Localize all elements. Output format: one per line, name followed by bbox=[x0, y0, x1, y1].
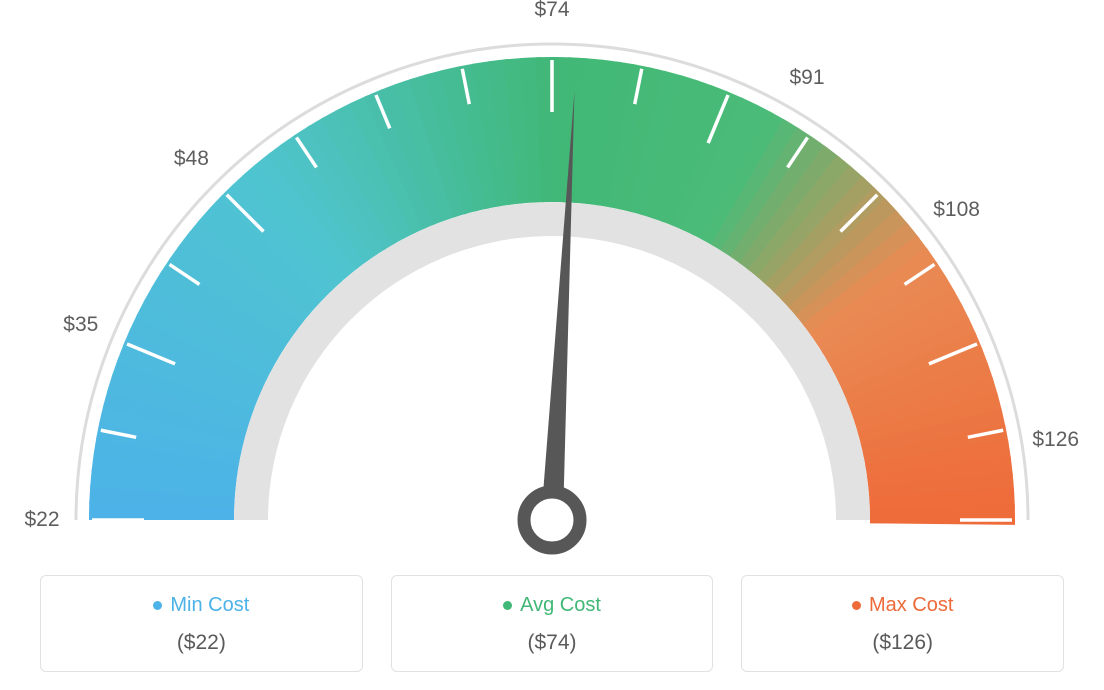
legend-title-avg: Avg Cost bbox=[503, 594, 601, 617]
legend-value-avg: ($74) bbox=[404, 631, 701, 655]
legend-item-max: Max Cost ($126) bbox=[741, 575, 1064, 672]
legend-title-min: Min Cost bbox=[153, 594, 249, 617]
gauge-tick-label: $22 bbox=[24, 508, 59, 532]
gauge-svg bbox=[0, 0, 1104, 560]
gauge-tick-label: $35 bbox=[63, 313, 98, 337]
gauge-tick-label: $126 bbox=[1032, 428, 1079, 452]
gauge-tick-label: $91 bbox=[789, 66, 824, 90]
gauge-tick-label: $48 bbox=[174, 147, 209, 171]
legend-value-max: ($126) bbox=[754, 631, 1051, 655]
gauge-chart: $22 $35 $48 $74 $91 $108 $126 bbox=[0, 0, 1104, 560]
gauge-tick-label: $74 bbox=[534, 0, 569, 22]
legend-dot-max bbox=[852, 601, 861, 610]
legend-dot-min bbox=[153, 601, 162, 610]
legend: Min Cost ($22) Avg Cost ($74) Max Cost (… bbox=[40, 575, 1064, 672]
legend-label-max: Max Cost bbox=[869, 594, 953, 617]
legend-value-min: ($22) bbox=[53, 631, 350, 655]
legend-dot-avg bbox=[503, 601, 512, 610]
legend-item-min: Min Cost ($22) bbox=[40, 575, 363, 672]
legend-title-max: Max Cost bbox=[852, 594, 953, 617]
legend-item-avg: Avg Cost ($74) bbox=[391, 575, 714, 672]
legend-label-min: Min Cost bbox=[170, 594, 249, 617]
gauge-tick-label: $108 bbox=[933, 198, 980, 222]
legend-label-avg: Avg Cost bbox=[520, 594, 601, 617]
